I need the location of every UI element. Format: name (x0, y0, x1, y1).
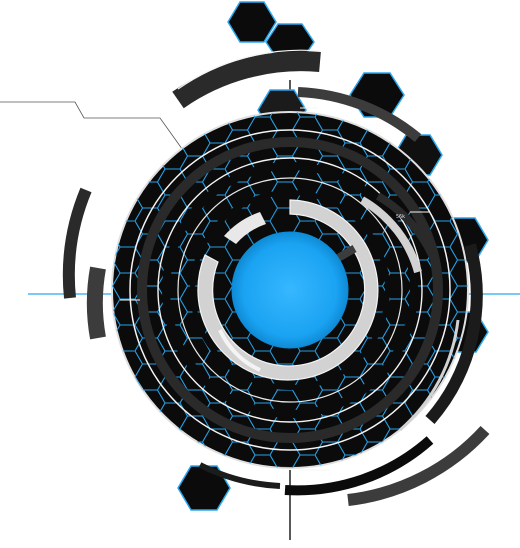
arc-segments (62, 49, 490, 506)
concentric-rings (129, 129, 451, 451)
floating-hexagons (177, 1, 489, 511)
micro-label: 56k (396, 214, 405, 220)
silver-gear-ring (197, 199, 379, 381)
blue-core (232, 232, 348, 348)
tick-marks (120, 107, 430, 471)
